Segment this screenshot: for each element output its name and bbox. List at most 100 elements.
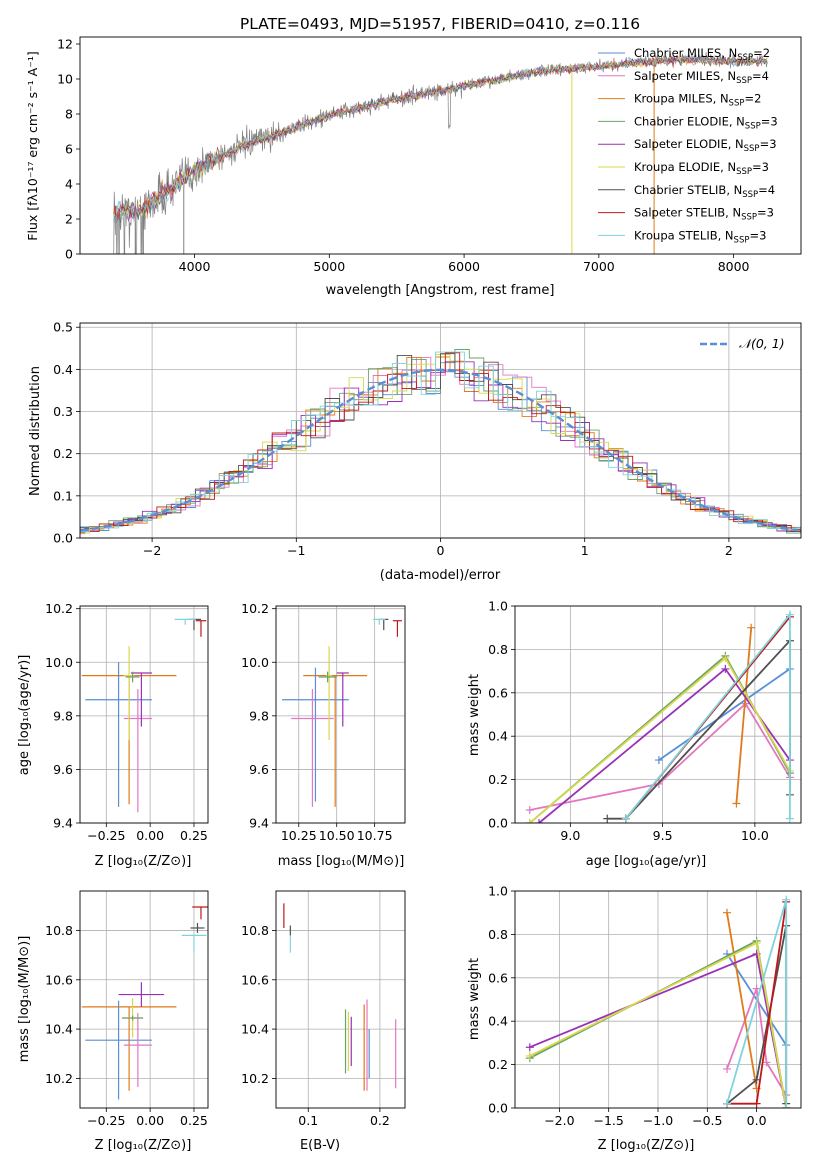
spectrum-x-tick-label: 4000: [179, 259, 211, 274]
weight-vs-metallicity-y-tick-label: 0.2: [488, 1057, 508, 1072]
error-bar-chabrier-miles: [85, 1000, 152, 1100]
legend-entry-count: =4: [758, 183, 775, 197]
age-vs-mass-y-tick-label: 9.4: [249, 816, 269, 831]
residuals-y-tick-label: 0.4: [53, 362, 73, 377]
residuals-y-tick-label: 0.5: [53, 320, 73, 335]
error-bar-kroupa-stelib: [174, 618, 196, 625]
mass-vs-metallicity-y-tick-label: 10.2: [45, 1071, 73, 1086]
legend-entry-text: 𝒩(0, 1): [739, 336, 785, 351]
residuals-frame: [79, 322, 802, 539]
series-point-marker: [782, 895, 791, 904]
series-point-marker: [525, 1043, 534, 1052]
residuals-y-axis-label: Normed distribution: [28, 366, 43, 496]
legend-entry-subscript: SSP: [734, 235, 750, 245]
normal-distribution-curve: [80, 368, 799, 532]
legend-entry-label: Chabrier STELIB, N: [634, 183, 742, 197]
spectrum-y-tick-label: 4: [65, 177, 73, 192]
age-vs-mass-points: [282, 618, 402, 807]
series-point-marker: [785, 814, 794, 823]
error-bar-salpeter-elodie: [118, 982, 165, 1007]
error-bar-chabrier-elodie: [318, 671, 337, 683]
weight-vs-age-x-axis-label: age [log₁₀(age/yr)]: [586, 854, 707, 869]
mass-vs-metallicity-y-tick-label: 10.6: [45, 972, 73, 987]
age-vs-metallicity-points: [81, 618, 207, 813]
legend-entry-text: Salpeter STELIB, NSSP=3: [634, 206, 774, 223]
legend-entry-text: Kroupa ELODIE, NSSP=3: [634, 160, 769, 177]
series-point-marker: [723, 908, 732, 917]
age-vs-metallicity-x-tick-label: 0.00: [136, 828, 164, 843]
age-vs-mass-x-tick-label: 10.25: [281, 828, 317, 843]
spectrum-y-tick-label: 2: [65, 212, 73, 227]
error-bar-salpeter-stelib: [195, 620, 207, 637]
residuals-y-tick-label: 0.2: [53, 446, 73, 461]
legend-entry-subscript: SSP: [736, 76, 752, 86]
age-vs-metallicity-frame: [79, 605, 209, 824]
weight-vs-age-y-axis-label: mass weight: [467, 674, 482, 756]
residuals-y-tick-label: 0.1: [53, 488, 73, 503]
weight-vs-metallicity-x-tick-label: −1.5: [594, 1113, 624, 1128]
legend-entry-text: Kroupa STELIB, NSSP=3: [634, 228, 766, 245]
series-point-marker: [621, 814, 630, 823]
error-bar-salpeter-miles: [291, 689, 334, 807]
legend-entry-label: Salpeter STELIB, N: [634, 206, 741, 220]
weight-vs-metallicity-x-tick-label: −1.0: [643, 1113, 673, 1128]
weight-vs-metallicity-y-tick-label: 0.6: [488, 970, 508, 985]
legend-entry-label: Kroupa STELIB, N: [634, 228, 734, 242]
error-bar-chabrier-stelib: [190, 923, 205, 933]
age-vs-mass-frame: [275, 605, 406, 824]
legend-entry-text: Salpeter ELODIE, NSSP=3: [634, 137, 777, 154]
weight-vs-age-y-tick-label: 0.0: [488, 816, 508, 831]
residuals-x-tick-label: −1: [287, 543, 305, 558]
mass-vs-metallicity-frame: [79, 890, 209, 1109]
error-bar-kroupa-miles: [81, 1006, 177, 1091]
legend-entry-subscript: SSP: [744, 144, 760, 154]
series-point-marker: [785, 610, 794, 619]
weight-vs-metallicity-x-tick-label: −0.5: [692, 1113, 722, 1128]
error-bar-chabrier-elodie: [122, 1015, 144, 1021]
weight-vs-age-y-tick-label: 0.8: [488, 642, 508, 657]
weight-vs-metallicity-x-tick-label: 0.0: [747, 1113, 767, 1128]
series-point-marker: [525, 1051, 534, 1060]
series-point-marker: [721, 654, 730, 663]
error-bar-salpeter-miles: [123, 1013, 152, 1088]
error-bar-kroupa-miles: [303, 675, 368, 807]
legend-entry-label: Salpeter MILES, N: [634, 69, 736, 83]
legend-entry-count: =3: [752, 160, 769, 174]
weight-vs-metallicity-y-tick-label: 0.0: [488, 1101, 508, 1116]
legend-entry-subscript: SSP: [729, 99, 745, 109]
series-point-marker: [752, 1099, 761, 1108]
series-point-marker: [732, 799, 741, 808]
age-vs-metallicity-y-tick-label: 10.0: [45, 655, 73, 670]
mass-vs-metallicity-y-tick-label: 10.8: [45, 923, 73, 938]
series-point-marker: [723, 1064, 732, 1073]
spectrum-observed-line: [113, 52, 768, 254]
error-bar-chabrier-miles: [282, 667, 349, 802]
weight-vs-metallicity-lines: [525, 895, 791, 1108]
mass-vs-metallicity-y-tick-label: 10.4: [45, 1022, 73, 1037]
legend-entry-count: =4: [752, 69, 769, 83]
residuals-y-tick-label: 0.0: [53, 531, 73, 546]
age-vs-mass-y-tick-label: 10.0: [241, 655, 269, 670]
age-vs-metallicity-x-tick-label: 0.25: [180, 828, 208, 843]
series-line-chabrier-miles: [658, 668, 791, 761]
weight-vs-age-x-tick-label: 9.0: [560, 828, 580, 843]
age-vs-mass-x-axis-label: mass [log₁₀(M/M⊙)]: [278, 854, 405, 869]
age-vs-mass-y-tick-label: 9.6: [249, 762, 269, 777]
weight-vs-age-y-tick-label: 0.6: [488, 685, 508, 700]
spectrum-x-tick-label: 7000: [583, 259, 615, 274]
age-vs-metallicity-y-tick-label: 9.4: [53, 816, 73, 831]
mass-vs-metallicity-y-axis-label: mass [log₁₀(M/M⊙)]: [17, 936, 32, 1063]
series-point-marker: [782, 1104, 791, 1108]
legend-entry-label: Kroupa ELODIE, N: [634, 160, 736, 174]
series-line-salpeter-miles: [529, 702, 791, 811]
legend-entry-label: Kroupa MILES, N: [634, 92, 729, 106]
series-line-kroupa-miles: [735, 627, 753, 804]
mass-vs-extinction-y-tick-label: 10.2: [241, 1071, 269, 1086]
spectrum-frame: [79, 36, 802, 255]
spectrum-y-tick-label: 10: [57, 72, 73, 87]
legend-entry-subscript: SSP: [745, 121, 761, 131]
series-point-marker: [525, 819, 534, 823]
weight-vs-metallicity-panel: Z [log₁₀(Z/Z⊙)] mass weight −2.0 −1.5 −1.0…: [467, 884, 802, 1153]
age-vs-metallicity-x-tick-label: −0.25: [87, 828, 125, 843]
